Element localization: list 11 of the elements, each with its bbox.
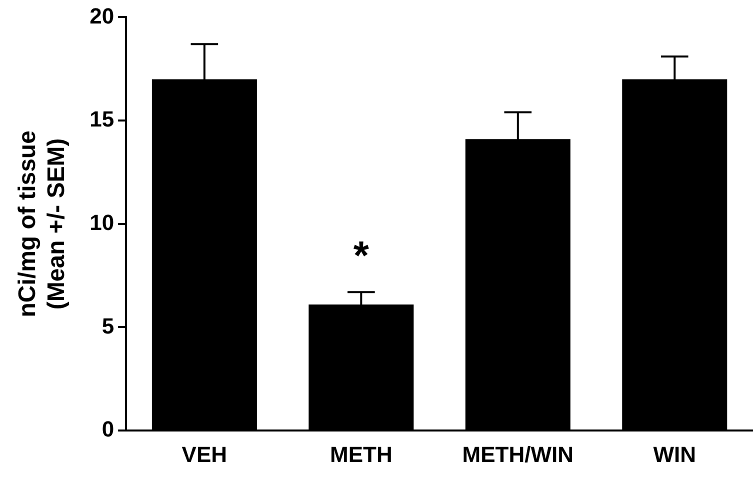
x-tick-label: WIN xyxy=(653,442,696,467)
y-tick-label: 0 xyxy=(102,416,114,442)
x-tick-label: VEH xyxy=(182,442,228,467)
y-tick-label: 5 xyxy=(102,313,114,338)
x-tick-label: METH xyxy=(330,442,392,467)
y-tick-label: 15 xyxy=(90,106,114,132)
y-tick-label: 20 xyxy=(90,3,114,28)
y-axis-title: nCi/mg of tissue (Mean +/- SEM) xyxy=(14,130,70,318)
annotation: * xyxy=(353,234,370,278)
x-tick-label: METH/WIN xyxy=(462,442,574,467)
y-tick-label: 10 xyxy=(90,210,114,235)
